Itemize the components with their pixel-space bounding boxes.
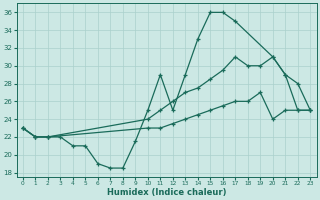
X-axis label: Humidex (Indice chaleur): Humidex (Indice chaleur) xyxy=(107,188,226,197)
